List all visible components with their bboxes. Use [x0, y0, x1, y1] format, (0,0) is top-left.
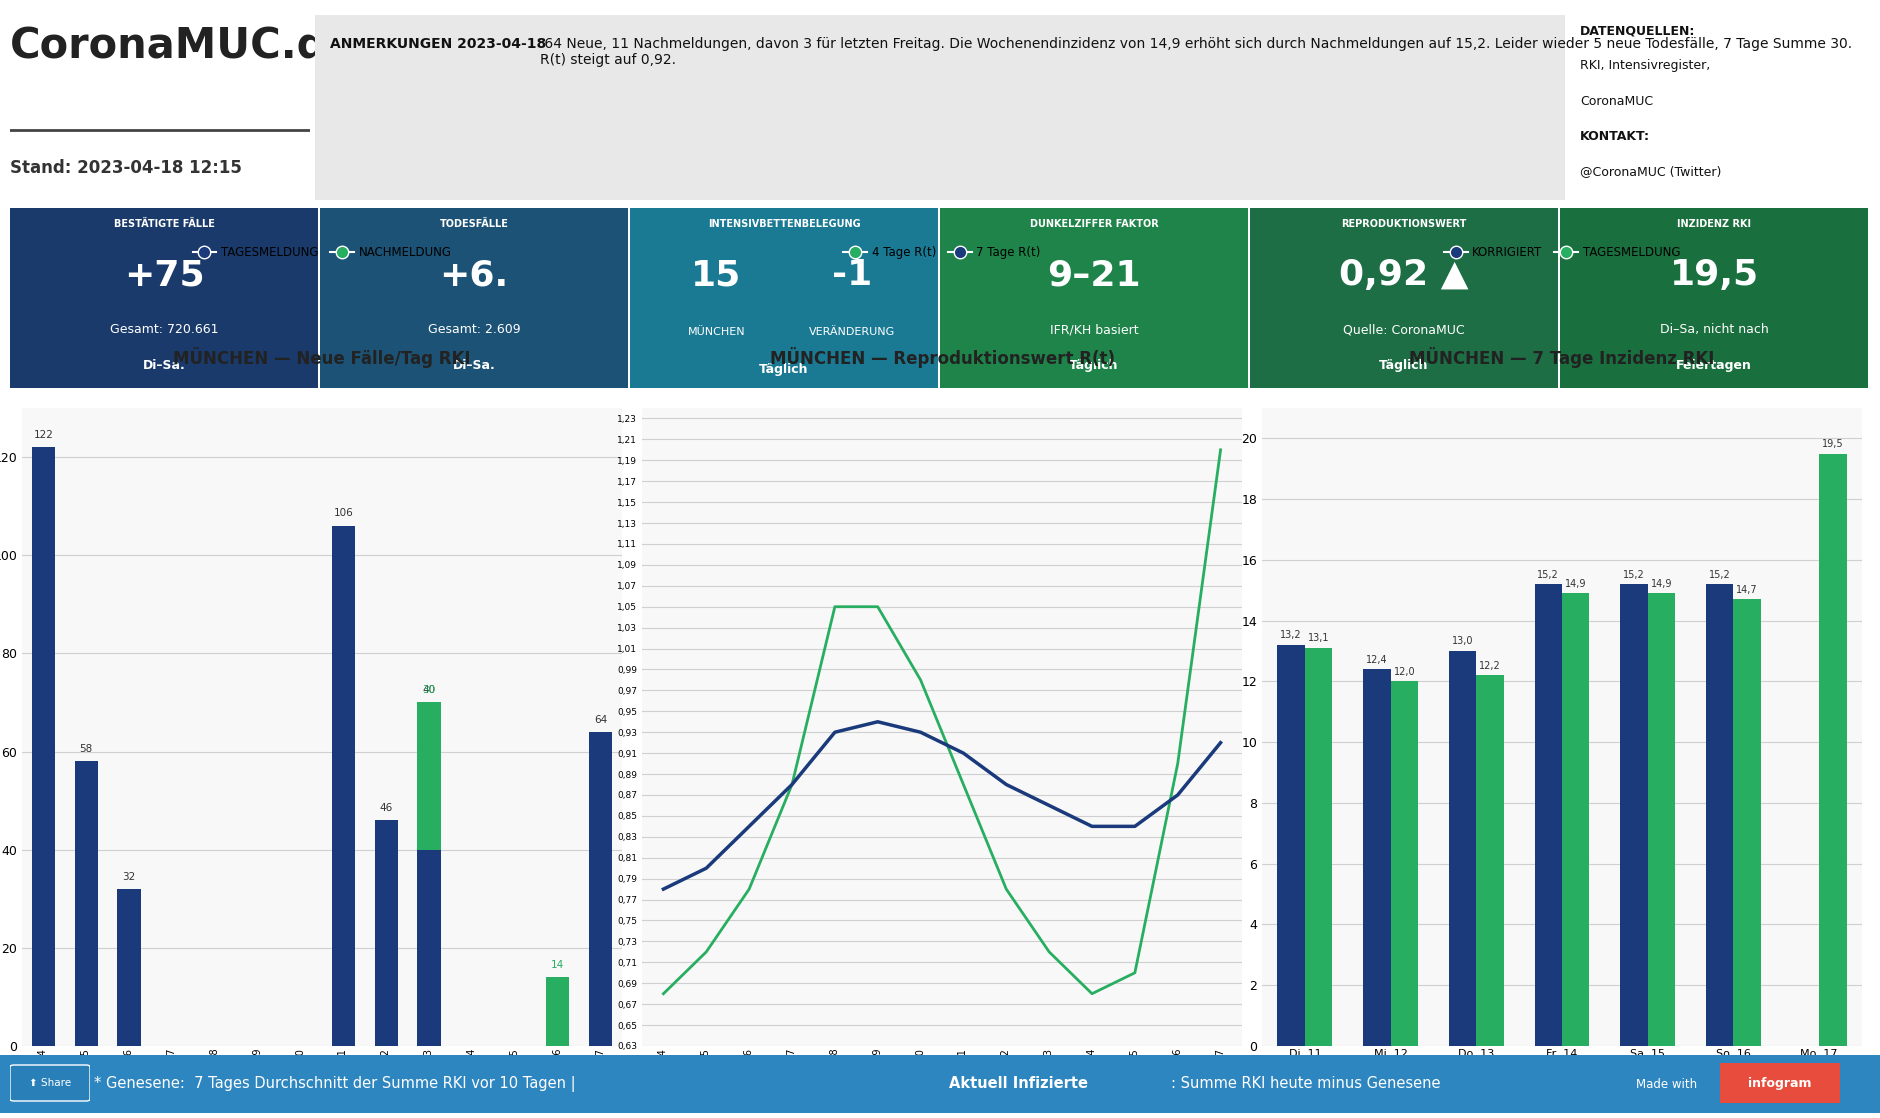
Bar	[1363, 670, 1391, 1046]
Text: Di–Sa.: Di–Sa.	[453, 359, 494, 372]
Bar	[588, 732, 613, 1046]
Text: Täglich: Täglich	[1380, 359, 1429, 372]
Text: 15,2: 15,2	[1709, 570, 1731, 579]
Text: Gesamt: 720.661: Gesamt: 720.661	[109, 323, 218, 337]
Text: REPRODUKTIONSWERT: REPRODUKTIONSWERT	[1340, 219, 1466, 229]
Text: 15: 15	[692, 258, 741, 293]
Text: 15,2: 15,2	[1538, 570, 1559, 579]
Bar	[1476, 675, 1504, 1046]
Text: INTENSIVBETTENBELEGUNG: INTENSIVBETTENBELEGUNG	[707, 219, 861, 229]
Text: 14,9: 14,9	[1651, 579, 1671, 589]
Text: 58: 58	[79, 743, 92, 754]
Text: -1: -1	[831, 258, 872, 293]
Legend: KORRIGIERT, TAGESMELDUNG: KORRIGIERT, TAGESMELDUNG	[1440, 241, 1684, 264]
Text: IFR/KH basiert: IFR/KH basiert	[1049, 323, 1137, 337]
Bar	[1305, 648, 1333, 1046]
Text: ANMERKUNGEN 2023-04-18: ANMERKUNGEN 2023-04-18	[331, 37, 547, 51]
Text: 9–21: 9–21	[1047, 258, 1141, 293]
Legend: 4 Tage R(t), 7 Tage R(t): 4 Tage R(t), 7 Tage R(t)	[838, 241, 1045, 264]
Title: MÜNCHEN — Neue Fälle/Tag RKI: MÜNCHEN — Neue Fälle/Tag RKI	[173, 347, 470, 368]
Text: 19,5: 19,5	[1669, 258, 1758, 293]
Text: 14,7: 14,7	[1737, 585, 1758, 595]
Text: 15,2: 15,2	[1622, 570, 1645, 579]
Bar	[1534, 585, 1562, 1046]
Text: DUNKELZIFFER FAKTOR: DUNKELZIFFER FAKTOR	[1030, 219, 1158, 229]
Text: 12,0: 12,0	[1393, 666, 1416, 676]
Bar	[1705, 585, 1733, 1046]
Bar	[32, 447, 55, 1046]
Text: TODESFÄLLE: TODESFÄLLE	[440, 219, 508, 229]
Text: Täglich: Täglich	[1070, 359, 1119, 372]
Text: CoronaMUC: CoronaMUC	[1579, 95, 1653, 107]
Text: +6.: +6.	[440, 258, 509, 293]
Text: 40: 40	[423, 685, 436, 695]
Bar	[1562, 594, 1589, 1046]
Bar	[1277, 645, 1305, 1046]
Text: 14,9: 14,9	[1564, 579, 1587, 589]
Bar	[374, 821, 399, 1046]
Text: Made with: Made with	[1636, 1078, 1698, 1090]
Text: +75: +75	[124, 258, 205, 293]
Text: Täglich: Täglich	[760, 363, 808, 376]
Text: 106: 106	[333, 509, 353, 519]
Title: MÜNCHEN — Reproduktionswert R(t): MÜNCHEN — Reproduktionswert R(t)	[769, 347, 1115, 368]
Text: 32: 32	[122, 872, 135, 882]
Text: 14: 14	[551, 960, 564, 970]
Text: 64 Neue, 11 Nachmeldungen, davon 3 für letzten Freitag. Die Wochenendinzidenz vo: 64 Neue, 11 Nachmeldungen, davon 3 für l…	[540, 37, 1852, 67]
Bar	[1733, 599, 1762, 1046]
Text: 122: 122	[34, 430, 53, 439]
Bar	[1820, 454, 1846, 1046]
Text: Aktuell Infizierte: Aktuell Infizierte	[949, 1077, 1089, 1091]
Text: * Genesene:  7 Tages Durchschnitt der Summe RKI vor 10 Tagen |: * Genesene: 7 Tages Durchschnitt der Sum…	[94, 1076, 581, 1092]
Text: 64: 64	[594, 714, 607, 724]
Text: 13,1: 13,1	[1308, 634, 1329, 644]
Text: ⬆ Share: ⬆ Share	[28, 1078, 71, 1088]
Text: CoronaMUC.de: CoronaMUC.de	[9, 25, 355, 66]
FancyBboxPatch shape	[9, 1065, 90, 1101]
Text: 0,92 ▲: 0,92 ▲	[1339, 258, 1468, 293]
Bar	[1391, 682, 1418, 1046]
Text: Quelle: CoronaMUC: Quelle: CoronaMUC	[1342, 323, 1465, 337]
Bar	[1449, 651, 1476, 1046]
Text: MÜNCHEN: MÜNCHEN	[688, 326, 744, 337]
Text: 13,0: 13,0	[1451, 636, 1474, 646]
Text: 19,5: 19,5	[1822, 439, 1844, 449]
Legend: TAGESMELDUNG, NACHMELDUNG: TAGESMELDUNG, NACHMELDUNG	[188, 241, 457, 264]
Text: Di–Sa.: Di–Sa.	[143, 359, 186, 372]
Text: Stand: 2023-04-18 12:15: Stand: 2023-04-18 12:15	[9, 159, 243, 178]
Bar	[1647, 594, 1675, 1046]
Text: INZIDENZ RKI: INZIDENZ RKI	[1677, 219, 1750, 229]
Text: DATENQUELLEN:: DATENQUELLEN:	[1579, 25, 1696, 37]
Text: infogram: infogram	[1748, 1077, 1812, 1090]
Bar	[417, 702, 442, 850]
Title: MÜNCHEN — 7 Tage Inzidenz RKI: MÜNCHEN — 7 Tage Inzidenz RKI	[1410, 347, 1715, 368]
Bar	[417, 850, 442, 1046]
Bar	[1621, 585, 1647, 1046]
Text: 30: 30	[423, 685, 436, 695]
Text: 46: 46	[380, 803, 393, 813]
Text: : Summe RKI heute minus Genesene: : Summe RKI heute minus Genesene	[1171, 1077, 1440, 1091]
Text: Di–Sa, nicht nach: Di–Sa, nicht nach	[1660, 323, 1769, 337]
Text: @CoronaMUC (Twitter): @CoronaMUC (Twitter)	[1579, 164, 1722, 178]
Text: KONTAKT:: KONTAKT:	[1579, 130, 1651, 143]
Bar	[117, 889, 141, 1046]
Bar	[331, 525, 355, 1046]
Text: Gesamt: 2.609: Gesamt: 2.609	[427, 323, 521, 337]
Text: BESTÄTIGTE FÄLLE: BESTÄTIGTE FÄLLE	[113, 219, 214, 229]
Text: RKI, Intensivregister,: RKI, Intensivregister,	[1579, 59, 1711, 73]
Text: VERÄNDERUNG: VERÄNDERUNG	[808, 326, 895, 337]
Bar	[545, 977, 570, 1046]
Bar	[75, 761, 98, 1046]
Text: Feiertagen: Feiertagen	[1677, 359, 1752, 372]
Text: 13,2: 13,2	[1280, 631, 1303, 641]
Text: 12,2: 12,2	[1480, 661, 1500, 671]
Text: 12,4: 12,4	[1367, 655, 1387, 665]
